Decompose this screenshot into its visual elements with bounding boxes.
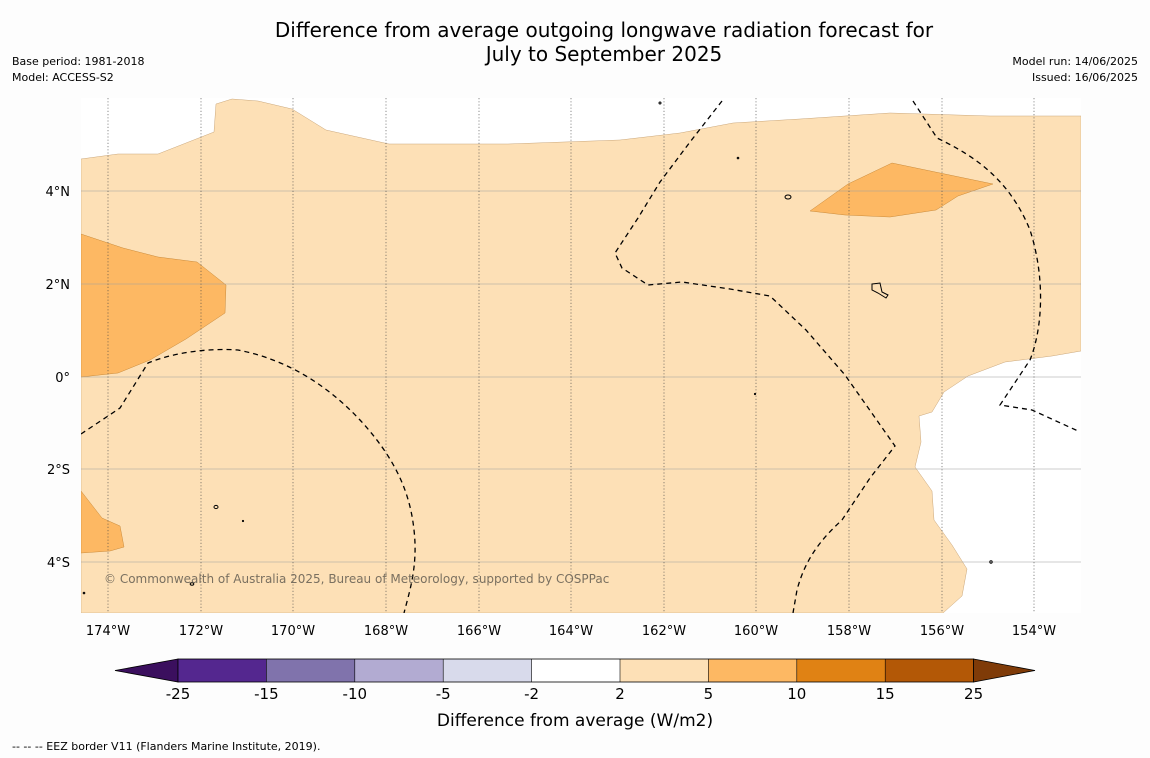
island-speck-jarvis <box>736 156 740 160</box>
colorbar-tick-label: 10 <box>787 685 806 703</box>
island-speck-birnie <box>241 519 245 523</box>
colorbar-under-triangle <box>114 658 179 683</box>
latitude-axis-labels: 4°N 2°N 0° 2°S 4°S <box>46 185 71 571</box>
meta-left: Base period: 1981-2018 Model: ACCESS-S2 <box>12 54 144 86</box>
lon-label: 170°W <box>271 624 315 639</box>
map-area: © Commonwealth of Australia 2025, Bureau… <box>81 98 1081 613</box>
lat-label: 4°S <box>47 556 70 571</box>
lon-label: 156°W <box>920 624 964 639</box>
island-speck-southwest <box>82 591 86 595</box>
eez-border-kiribati-central <box>614 100 896 613</box>
lon-label: 166°W <box>457 624 501 639</box>
latitude-gridlines <box>81 190 1081 563</box>
lon-label: 174°W <box>86 624 130 639</box>
colorbar-over-triangle <box>973 658 1036 683</box>
longitude-gridlines <box>107 98 1035 613</box>
colorbar-tick-label: -2 <box>524 685 539 703</box>
model-name: Model: ACCESS-S2 <box>12 71 114 84</box>
colorbar-tick-label: 2 <box>615 685 625 703</box>
island-speck-north <box>658 101 662 105</box>
colorbar-segment <box>708 659 797 682</box>
colorbar-segment <box>531 659 620 682</box>
island-enderbury <box>189 582 195 586</box>
longitude-axis-labels: 174°W 172°W 170°W 168°W 166°W 164°W 162°… <box>86 624 1056 639</box>
colorbar-tick-label: 25 <box>964 685 983 703</box>
colorbar-tick-label: 5 <box>704 685 714 703</box>
lon-label: 164°W <box>549 624 593 639</box>
lat-label: 4°N <box>46 185 71 200</box>
map-title: Difference from average outgoing longwav… <box>0 18 1150 66</box>
meta-right: Model run: 14/06/2025 Issued: 16/06/2025 <box>1012 54 1138 86</box>
colorbar-segment <box>885 659 974 682</box>
colorbar-segment <box>266 659 355 682</box>
eez-border-kiribati-east <box>912 100 1079 432</box>
anomaly-region-5-10-east <box>809 162 994 218</box>
copyright-notice: © Commonwealth of Australia 2025, Bureau… <box>104 572 609 586</box>
colorbar-dividers <box>266 659 886 682</box>
lon-label: 160°W <box>734 624 778 639</box>
eez-border-kiribati-west <box>81 348 416 613</box>
base-period: Base period: 1981-2018 <box>12 55 145 68</box>
lat-label: 2°N <box>46 278 71 293</box>
colorbar-segment <box>354 659 444 682</box>
colorbar-tick-label: -5 <box>436 685 451 703</box>
colorbar: -25 -15 -10 -5 -2 2 5 10 15 25 Differenc… <box>114 658 1036 731</box>
lat-label: 2°S <box>47 463 70 478</box>
island-starbuck <box>784 194 792 200</box>
island-kiritimati <box>871 282 889 299</box>
colorbar-segment <box>796 659 886 682</box>
colorbar-tick-label: -15 <box>254 685 279 703</box>
lon-label: 168°W <box>364 624 408 639</box>
lat-label: 0° <box>55 371 70 386</box>
island-caroline <box>989 560 993 564</box>
island-canton <box>213 504 219 510</box>
lon-label: 172°W <box>179 624 223 639</box>
anomaly-region-2-5 <box>81 98 1081 613</box>
anomaly-region-5-10-west <box>81 233 227 378</box>
lon-label: 158°W <box>827 624 871 639</box>
colorbar-outline <box>177 658 974 683</box>
title-line-1: Difference from average outgoing longwav… <box>274 18 934 42</box>
colorbar-tick-label: -25 <box>166 685 191 703</box>
model-run: Model run: 14/06/2025 <box>1012 55 1138 68</box>
issued-date: Issued: 16/06/2025 <box>1031 71 1138 84</box>
colorbar-segment <box>620 659 709 682</box>
colorbar-tick-labels: -25 -15 -10 -5 -2 2 5 10 15 25 <box>166 685 983 703</box>
colorbar-label: Difference from average (W/m2) <box>437 711 713 731</box>
colorbar-segment <box>178 659 267 682</box>
eez-footnote: -- -- -- EEZ border V11 (Flanders Marine… <box>12 740 321 753</box>
islands <box>82 101 993 595</box>
anomaly-region-5-10-southwest <box>81 490 125 554</box>
title-line-2: July to September 2025 <box>485 42 723 66</box>
colorbar-segment <box>443 659 532 682</box>
lon-label: 154°W <box>1012 624 1056 639</box>
eez-borders <box>81 100 1079 613</box>
colorbar-tick-label: -10 <box>343 685 368 703</box>
colorbar-tick-label: 15 <box>876 685 895 703</box>
lon-label: 162°W <box>642 624 686 639</box>
island-speck-malden <box>753 392 757 396</box>
